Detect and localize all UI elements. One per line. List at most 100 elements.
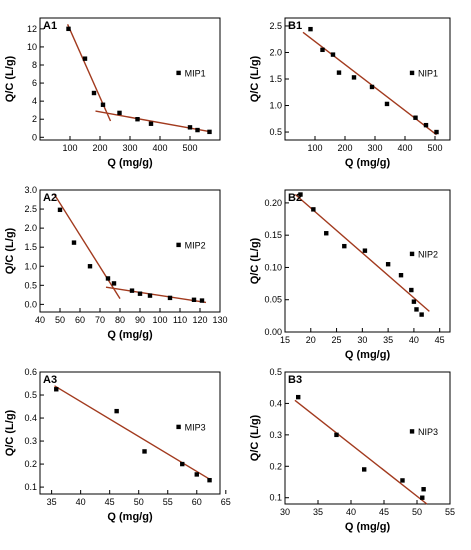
y-tick-label: 0.00 — [264, 327, 282, 337]
y-axis-label: Q/C (L/g) — [4, 409, 16, 456]
data-point — [180, 461, 185, 467]
x-tick-label: 40 — [346, 507, 356, 517]
x-tick-label: 500 — [427, 143, 442, 153]
x-tick-label: 70 — [95, 315, 105, 325]
data-point — [398, 273, 404, 278]
x-tick-label: 45 — [435, 335, 445, 345]
data-point — [385, 262, 391, 267]
x-tick-label: 30 — [280, 507, 290, 517]
y-tick-label: 10 — [27, 42, 37, 52]
x-tick-label: 55 — [163, 497, 173, 507]
y-tick-label: 0.6 — [24, 367, 37, 377]
data-point — [194, 472, 199, 477]
x-axis-label: Q (mg/g) — [345, 157, 391, 169]
x-tick-label: 65 — [221, 497, 231, 507]
x-tick-label: 50 — [55, 315, 65, 325]
x-tick-label: 45 — [105, 497, 115, 507]
data-point — [147, 293, 153, 298]
data-point — [342, 243, 347, 249]
y-axis-label: Q/C (L/g) — [249, 55, 261, 102]
data-point — [111, 281, 117, 286]
y-tick-label: 0.5 — [269, 367, 282, 377]
data-point — [137, 291, 143, 296]
x-tick-label: 300 — [122, 143, 137, 153]
data-point — [187, 125, 193, 130]
y-tick-label: 0.2 — [24, 459, 37, 469]
panel-label: B3 — [288, 374, 302, 386]
panel-a3: 35 40 45 50 55 60 65 0.1 0.2 0.3 0.4 0.5 0.6 A3 MIP3 Q … — [4, 367, 231, 523]
data-point — [384, 101, 390, 107]
x-tick-label: 50 — [412, 507, 422, 517]
y-tick-label: 8 — [32, 60, 37, 70]
x-tick-label: 100 — [152, 315, 167, 325]
fit-line — [294, 399, 428, 505]
data-point — [195, 127, 200, 133]
data-point — [351, 75, 357, 80]
data-point — [54, 387, 59, 392]
legend-label: NIP3 — [418, 427, 438, 437]
panel-label: B2 — [288, 192, 302, 204]
y-tick-label: 0 — [32, 132, 37, 142]
y-tick-label: 0.15 — [264, 230, 282, 240]
data-point — [148, 121, 154, 126]
legend-marker — [176, 242, 181, 248]
y-tick-label: 12 — [27, 24, 37, 34]
x-axis-label: Q (mg/g) — [107, 329, 153, 341]
y-tick-label: 2.5 — [24, 204, 37, 214]
x-tick-label: 200 — [92, 143, 107, 153]
y-tick-label: 0.2 — [269, 461, 282, 471]
data-point — [105, 276, 111, 281]
data-point — [409, 287, 414, 293]
y-axis-label: Q/C (L/g) — [249, 237, 261, 284]
x-axis-label: Q (mg/g) — [345, 521, 391, 533]
y-tick-label: 0.4 — [24, 413, 37, 423]
plot-frame — [284, 189, 451, 333]
data-point — [369, 84, 375, 90]
data-point — [362, 467, 367, 472]
legend-label: NIP1 — [418, 68, 438, 78]
x-tick-label: 60 — [75, 315, 85, 325]
y-tick-label: 0.3 — [269, 430, 282, 440]
data-point — [142, 449, 147, 454]
x-tick-label: 400 — [152, 143, 167, 153]
panel-label: A2 — [43, 192, 57, 204]
data-point — [336, 70, 342, 75]
legend-marker — [409, 251, 415, 257]
y-tick-label: 2.0 — [24, 223, 37, 233]
data-point — [167, 295, 173, 301]
y-tick-label: 0.5 — [269, 127, 282, 137]
data-point — [362, 248, 368, 253]
legend-marker — [409, 70, 415, 76]
x-axis-label: Q (mg/g) — [107, 157, 153, 169]
data-point — [207, 129, 212, 135]
x-tick-label: 40 — [409, 335, 419, 345]
fit-line — [53, 193, 121, 300]
data-point — [423, 122, 429, 128]
x-tick-label: 60 — [192, 497, 202, 507]
y-tick-label: 6 — [32, 78, 37, 88]
x-tick-label: 15 — [280, 335, 290, 345]
x-tick-label: 130 — [212, 315, 227, 325]
y-tick-label: 2 — [32, 114, 37, 124]
x-tick-label: 300 — [367, 143, 382, 153]
plot-frame — [39, 17, 221, 141]
data-point — [308, 26, 313, 32]
panel-b2: 15 20 25 30 35 40 45 0.00 0.05 0.10 0.15 0.20 B2 NIP2… — [249, 189, 451, 361]
data-point — [296, 394, 301, 400]
panel-b3: 30 35 40 45 50 55 0.1 0.2 0.3 0.4 0.5 B3 NIP3 Q (mg/g… — [249, 367, 455, 533]
x-tick-label: 20 — [306, 335, 316, 345]
data-point — [199, 298, 205, 303]
data-point — [82, 56, 88, 61]
x-tick-label: 35 — [47, 497, 57, 507]
data-point — [311, 207, 316, 212]
data-point — [135, 117, 140, 122]
y-tick-label: 0.1 — [269, 493, 282, 503]
y-tick-label: 0.0 — [24, 299, 37, 309]
y-tick-label: 0.20 — [264, 198, 282, 208]
plot-frame — [284, 17, 451, 141]
data-point — [419, 312, 424, 317]
x-tick-label: 120 — [192, 315, 207, 325]
y-tick-label: 1.0 — [269, 101, 282, 111]
x-tick-label: 90 — [135, 315, 145, 325]
data-point — [100, 102, 106, 107]
